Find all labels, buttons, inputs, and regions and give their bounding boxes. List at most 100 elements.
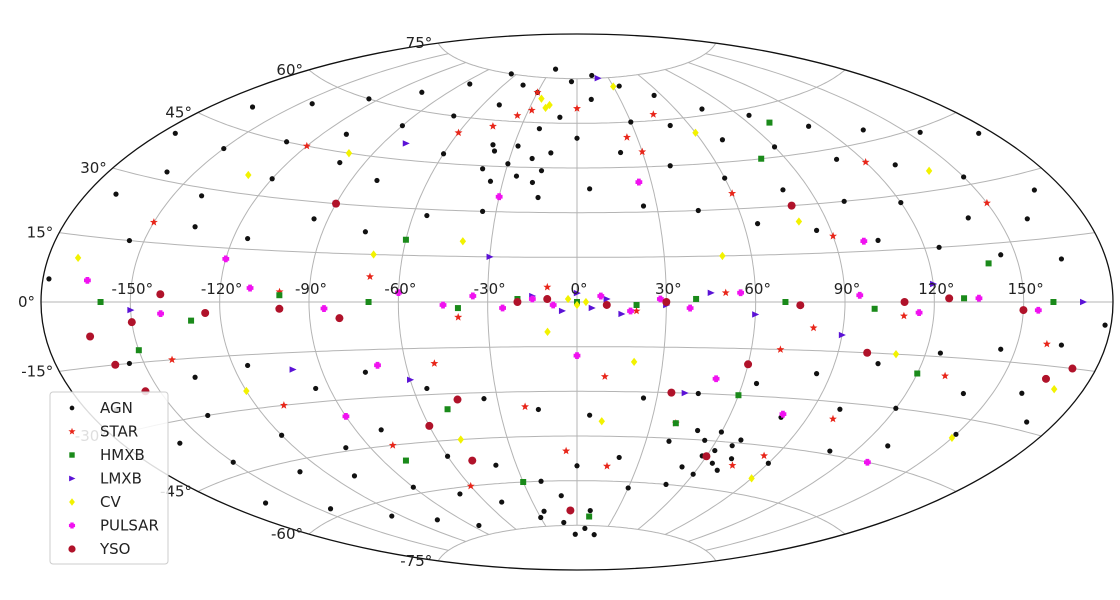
meridian-line xyxy=(487,77,547,527)
point-agn xyxy=(424,385,430,392)
point-yso xyxy=(900,298,909,306)
point-lmxb xyxy=(752,311,760,318)
y-tick-label: -60° xyxy=(271,525,303,543)
point-yso xyxy=(945,294,954,303)
point-hmxb xyxy=(693,295,700,302)
point-star xyxy=(279,401,288,409)
point-yso xyxy=(332,199,341,208)
point-pulsar xyxy=(975,294,983,302)
point-hmxb xyxy=(444,406,451,413)
point-agn xyxy=(126,237,133,244)
point-agn xyxy=(496,102,502,108)
point-agn xyxy=(389,513,395,519)
point-star xyxy=(466,481,475,490)
point-cv xyxy=(546,100,553,110)
point-star xyxy=(829,414,837,423)
point-agn xyxy=(917,129,923,135)
point-lmxb xyxy=(558,307,566,315)
parallel-line xyxy=(437,42,717,80)
point-agn xyxy=(529,155,535,162)
point-cv xyxy=(692,128,699,137)
point-pulsar xyxy=(83,276,91,284)
point-lmxb xyxy=(603,295,611,303)
point-yso xyxy=(1019,306,1028,315)
point-yso xyxy=(787,201,796,210)
point-agn xyxy=(1058,256,1065,262)
point-agn xyxy=(875,361,881,367)
point-hmxb xyxy=(766,119,773,126)
point-pulsar xyxy=(499,304,506,312)
point-agn xyxy=(892,162,898,168)
point-cv xyxy=(795,217,803,226)
point-agn xyxy=(998,252,1004,258)
point-agn xyxy=(1102,322,1108,328)
y-tick-label: 15° xyxy=(27,224,54,242)
point-agn xyxy=(806,123,812,129)
legend-item-agn: AGN xyxy=(69,399,133,417)
point-agn xyxy=(113,191,119,197)
point-star xyxy=(489,122,497,130)
point-agn xyxy=(780,187,786,193)
point-star xyxy=(900,311,908,320)
point-yso xyxy=(513,298,522,306)
point-hmxb xyxy=(188,317,195,324)
point-star xyxy=(760,451,768,460)
point-pulsar xyxy=(549,301,557,309)
point-agn xyxy=(481,396,487,402)
x-tick-label: -90° xyxy=(295,280,327,298)
point-yso xyxy=(127,318,136,327)
point-agn xyxy=(490,142,496,148)
x-tick-label: -60° xyxy=(384,280,416,298)
point-agn xyxy=(311,216,317,222)
point-lmxb xyxy=(588,304,596,312)
point-cv xyxy=(538,94,545,103)
point-agn xyxy=(699,106,705,112)
legend-item-cv: CV xyxy=(69,493,121,511)
legend-item-hmxb: HMXB xyxy=(69,446,145,464)
point-agn xyxy=(476,522,482,529)
point-agn xyxy=(754,221,761,227)
point-agn xyxy=(893,405,899,411)
point-yso xyxy=(566,506,575,515)
point-agn xyxy=(309,101,315,107)
point-cv xyxy=(630,357,638,367)
point-agn xyxy=(695,427,701,434)
point-agn xyxy=(557,114,563,120)
point-star xyxy=(388,441,397,449)
x-tick-label: 60° xyxy=(744,280,771,298)
point-agn xyxy=(343,131,349,137)
point-star xyxy=(861,158,870,166)
point-agn xyxy=(771,144,778,150)
point-lmxb xyxy=(930,280,938,288)
point-star xyxy=(513,111,522,119)
point-cv xyxy=(610,82,617,91)
y-tick-label: 0° xyxy=(18,293,35,311)
point-pulsar xyxy=(635,178,643,186)
point-agn xyxy=(746,112,752,118)
point-agn xyxy=(457,491,463,497)
point-agn xyxy=(587,507,593,514)
point-agn xyxy=(695,207,701,214)
point-agn xyxy=(827,448,833,454)
point-cv xyxy=(1050,385,1058,394)
point-pulsar xyxy=(656,295,664,303)
legend-marker xyxy=(69,405,75,411)
point-agn xyxy=(499,499,505,505)
point-star xyxy=(623,133,631,141)
point-agn xyxy=(937,350,943,356)
point-hmxb xyxy=(454,305,461,312)
point-hmxb xyxy=(365,299,372,305)
point-hmxb xyxy=(520,479,527,486)
point-star xyxy=(533,88,542,96)
point-agn xyxy=(351,473,358,479)
point-lmxb xyxy=(1080,298,1088,306)
point-agn xyxy=(520,82,526,88)
point-hmxb xyxy=(782,299,789,305)
point-star xyxy=(149,218,158,226)
point-lmxb xyxy=(407,376,415,383)
point-star xyxy=(275,287,284,296)
legend-marker xyxy=(69,475,76,482)
point-agn xyxy=(480,166,486,172)
point-agn xyxy=(558,493,564,499)
point-agn xyxy=(279,432,285,438)
